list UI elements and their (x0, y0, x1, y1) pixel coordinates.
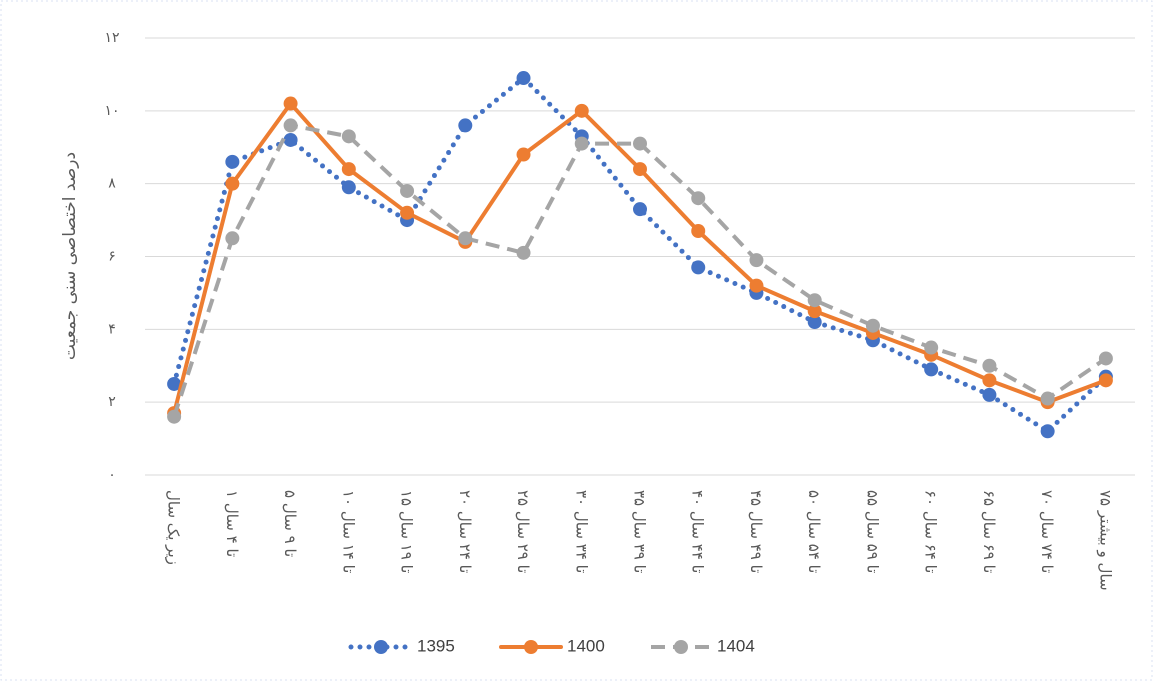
x-tick-label: ۳۵ تا ۳۹ سال (631, 490, 649, 573)
legend-marker (674, 640, 688, 654)
point (633, 202, 647, 217)
point (400, 205, 415, 220)
point (341, 162, 356, 177)
x-tick-label: ۵ تا ۹ سال (281, 490, 299, 557)
point (865, 318, 880, 333)
y-tick-label: ۴ (108, 321, 116, 337)
point (574, 103, 589, 118)
series-line (171, 75, 1109, 434)
point (924, 362, 939, 377)
point (225, 231, 240, 246)
point (749, 278, 764, 293)
point (1098, 373, 1113, 388)
point (283, 118, 298, 133)
y-axis-label: درصد اختصاصی سنی جمعیت (60, 152, 80, 360)
x-tick-label: ۷۰ تا ۷۴ سال (1038, 490, 1056, 573)
point (982, 373, 997, 388)
y-tick-label: ۲ (108, 394, 116, 410)
x-tick-label: ۴۵ تا ۴۹ سال (747, 490, 765, 573)
x-tick-label: ۴۰ تا ۴۴ سال (689, 490, 707, 573)
point (458, 231, 473, 246)
point (749, 253, 764, 268)
point (1098, 351, 1113, 366)
x-tick-label: ۱۰ تا ۱۴ سال (339, 490, 357, 573)
legend-label: 1404 (717, 636, 755, 655)
x-tick-label: ۵۵ تا ۵۹ سال (863, 490, 881, 573)
point (982, 387, 997, 402)
point (283, 96, 298, 111)
point (400, 183, 415, 198)
point (691, 260, 706, 275)
legend-marker (524, 640, 538, 654)
point (982, 358, 997, 373)
point (807, 304, 822, 319)
point (807, 315, 822, 330)
x-tick-label: ۱۵ تا ۱۹ سال (398, 490, 416, 573)
x-tick-label: ۲۰ تا ۲۴ سال (456, 490, 474, 573)
x-tick-label: ۲۵ تا ۲۹ سال (514, 490, 532, 573)
point (807, 293, 822, 308)
y-tick-label: ۶ (108, 249, 116, 265)
y-tick-label: ۱۰ (104, 103, 119, 119)
y-tick-label: ۱۲ (104, 30, 119, 46)
legend-label: 1395 (417, 636, 455, 655)
point (458, 118, 473, 133)
x-tick-label: ۷۵ سال و بیشتر (1096, 490, 1114, 591)
point (1040, 391, 1055, 406)
x-tick-label: ۶۵ تا ۶۹ سال (980, 490, 998, 573)
x-tick-label: ۶۰ تا ۶۴ سال (922, 490, 940, 573)
point (633, 162, 647, 177)
x-tick-label: ۱ تا ۴ سال (223, 490, 241, 557)
point (341, 129, 356, 144)
y-tick-label: ۰ (108, 467, 116, 483)
legend-marker (374, 640, 388, 654)
point (691, 191, 706, 206)
point (633, 136, 647, 151)
point (924, 340, 939, 355)
x-tick-label: ۳۰ تا ۳۴ سال (572, 490, 590, 573)
x-tick-label: ۵۰ تا ۵۴ سال (805, 490, 823, 573)
x-tick-label: زیر یک سال (165, 490, 183, 565)
legend-label: 1400 (567, 636, 605, 655)
point (574, 136, 589, 151)
point (225, 176, 240, 191)
point (283, 132, 298, 147)
point (516, 71, 531, 86)
point (225, 154, 240, 169)
point (341, 180, 356, 195)
point (516, 245, 531, 260)
point (516, 147, 531, 162)
point (1040, 424, 1055, 439)
point (167, 376, 182, 391)
point (167, 409, 182, 424)
y-tick-label: ۸ (108, 176, 116, 192)
point (691, 224, 706, 239)
